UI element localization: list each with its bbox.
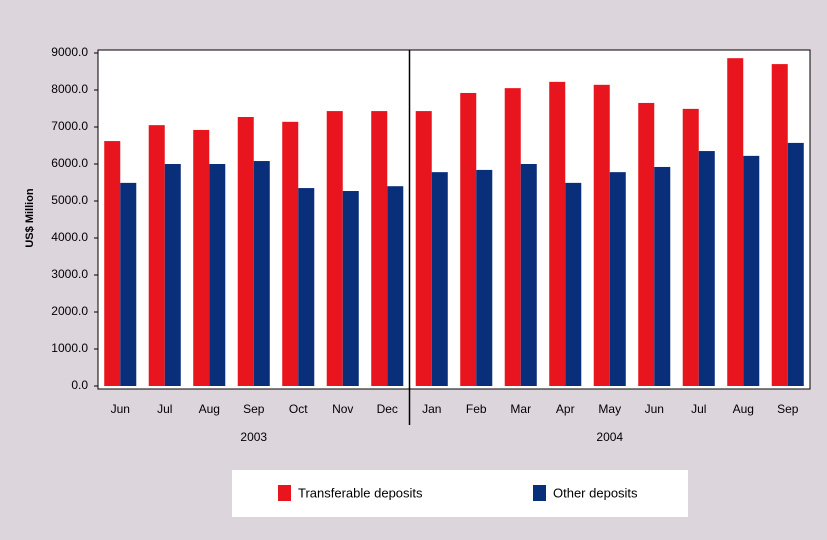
bar: [771, 64, 788, 386]
x-tick-label: Sep: [243, 402, 265, 416]
legend-label: Transferable deposits: [298, 485, 423, 500]
legend-box: [232, 470, 688, 517]
bar: [164, 164, 181, 386]
x-tick-label: Jun: [645, 402, 664, 416]
bar: [743, 155, 760, 386]
x-tick-label: Mar: [510, 402, 531, 416]
bar: [549, 81, 566, 387]
y-tick-label: 8000.0: [51, 82, 88, 96]
x-tick-label: Apr: [556, 402, 575, 416]
bar: [298, 188, 315, 386]
y-tick-label: 9000.0: [51, 45, 88, 59]
y-axis-label: US$ Million: [24, 188, 36, 248]
x-tick-label: Sep: [777, 402, 799, 416]
x-tick-label: Dec: [377, 402, 398, 416]
x-tick-label: Jan: [422, 402, 441, 416]
bar: [638, 102, 655, 386]
y-tick-label: 1000.0: [51, 341, 88, 355]
bar: [342, 191, 359, 386]
y-tick-label: 7000.0: [51, 119, 88, 133]
y-tick-label: 0.0: [71, 378, 88, 392]
x-tick-label: Oct: [289, 402, 308, 416]
x-tick-label: Feb: [466, 402, 487, 416]
bar: [520, 164, 537, 386]
x-tick-label: Aug: [199, 402, 220, 416]
bar: [727, 58, 744, 387]
y-tick-label: 3000.0: [51, 267, 88, 281]
x-tick-label: Jul: [157, 402, 172, 416]
bar: [371, 111, 388, 386]
bar: [104, 141, 121, 386]
y-tick-label: 4000.0: [51, 230, 88, 244]
bar: [609, 172, 626, 386]
x-tick-label: Jul: [691, 402, 706, 416]
legend-swatch: [278, 485, 291, 501]
bar: [253, 161, 270, 386]
x-tick-label: Aug: [733, 402, 754, 416]
bar: [504, 88, 521, 387]
x-tick-label: Nov: [332, 402, 353, 416]
bar: [282, 121, 299, 386]
group-label: 2003: [240, 430, 267, 444]
x-tick-label: Jun: [111, 402, 130, 416]
y-tick-label: 5000.0: [51, 193, 88, 207]
bar: [326, 111, 343, 386]
group-label: 2004: [596, 430, 623, 444]
bar: [237, 117, 254, 386]
x-tick-label: May: [598, 402, 621, 416]
bar: [387, 186, 404, 386]
bar: [415, 111, 432, 386]
bar: [460, 92, 477, 387]
bar: [682, 108, 699, 387]
bar: [193, 129, 210, 386]
y-tick-label: 6000.0: [51, 156, 88, 170]
bar: [476, 169, 493, 386]
bar: [431, 172, 448, 386]
bar: [654, 166, 671, 386]
bar: [209, 164, 226, 386]
bar: [787, 142, 804, 386]
y-tick-label: 2000.0: [51, 304, 88, 318]
bar: [565, 182, 582, 386]
bar: [148, 125, 165, 387]
legend-label: Other deposits: [553, 485, 638, 500]
bar: [593, 84, 610, 386]
bar: [120, 182, 137, 386]
legend-swatch: [533, 485, 546, 501]
bar: [698, 151, 715, 386]
